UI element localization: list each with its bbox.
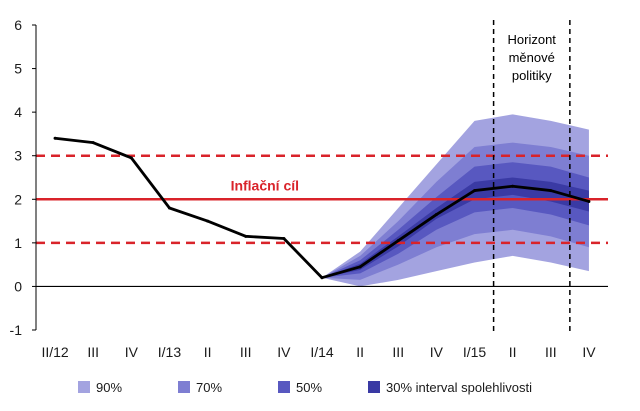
legend-swatch-2 <box>178 381 190 393</box>
x-tick-label: II <box>356 344 364 360</box>
data-point <box>167 206 171 210</box>
y-tick-label: 5 <box>14 61 22 77</box>
horizon-label-line-2: měnové <box>509 50 555 65</box>
data-point <box>244 234 248 238</box>
fan-band-4 <box>322 177 589 278</box>
data-point <box>320 276 324 280</box>
policy-horizon: Horizont měnové politiky <box>492 20 571 335</box>
y-tick-label: 4 <box>14 104 22 120</box>
data-point <box>206 219 210 223</box>
x-tick-label: III <box>87 344 99 360</box>
x-tick-label: III <box>545 344 557 360</box>
x-tick-label: I/15 <box>463 344 487 360</box>
x-tick-label: I/13 <box>158 344 182 360</box>
x-tick-label: II <box>509 344 517 360</box>
data-point <box>129 156 133 160</box>
x-tick-label: II/12 <box>41 344 68 360</box>
x-tick-label: IV <box>430 344 444 360</box>
data-point <box>91 141 95 145</box>
y-tick-label: 1 <box>14 235 22 251</box>
data-point <box>473 189 477 193</box>
data-point <box>358 265 362 269</box>
x-tick-label: III <box>392 344 404 360</box>
y-tick-label: 6 <box>14 17 22 33</box>
data-point <box>549 189 553 193</box>
x-tick-label: IV <box>125 344 139 360</box>
inflation-line <box>53 136 591 280</box>
legend-label-2: 70% <box>196 380 222 395</box>
legend-swatch-3 <box>278 381 290 393</box>
x-tick-label: III <box>240 344 252 360</box>
data-point <box>511 184 515 188</box>
legend-label-3: 50% <box>296 380 322 395</box>
data-point <box>53 136 57 140</box>
y-tick-label: 0 <box>14 278 22 294</box>
x-tick-label: I/14 <box>310 344 334 360</box>
legend: 90% 70% 50% 30% interval spolehlivosti <box>78 380 532 395</box>
data-point <box>396 239 400 243</box>
y-tick-label: -1 <box>10 322 23 338</box>
horizon-label-line-3: politiky <box>512 68 552 83</box>
horizon-label-line-1: Horizont <box>508 32 557 47</box>
legend-swatch-1 <box>78 381 90 393</box>
x-tick-label: II <box>204 344 212 360</box>
x-tick-label: IV <box>277 344 291 360</box>
legend-label-1: 90% <box>96 380 122 395</box>
data-point <box>282 237 286 240</box>
legend-label-4: 30% interval spolehlivosti <box>386 380 532 395</box>
target-label: Inflační cíl <box>231 177 299 193</box>
legend-swatch-4 <box>368 381 380 393</box>
y-tick-label: 3 <box>14 148 22 164</box>
inflation-target-lines: Inflační cíl <box>36 154 608 245</box>
x-tick-label: IV <box>582 344 596 360</box>
y-tick-label: 2 <box>14 191 22 207</box>
data-point <box>587 199 591 203</box>
data-point <box>434 213 438 217</box>
